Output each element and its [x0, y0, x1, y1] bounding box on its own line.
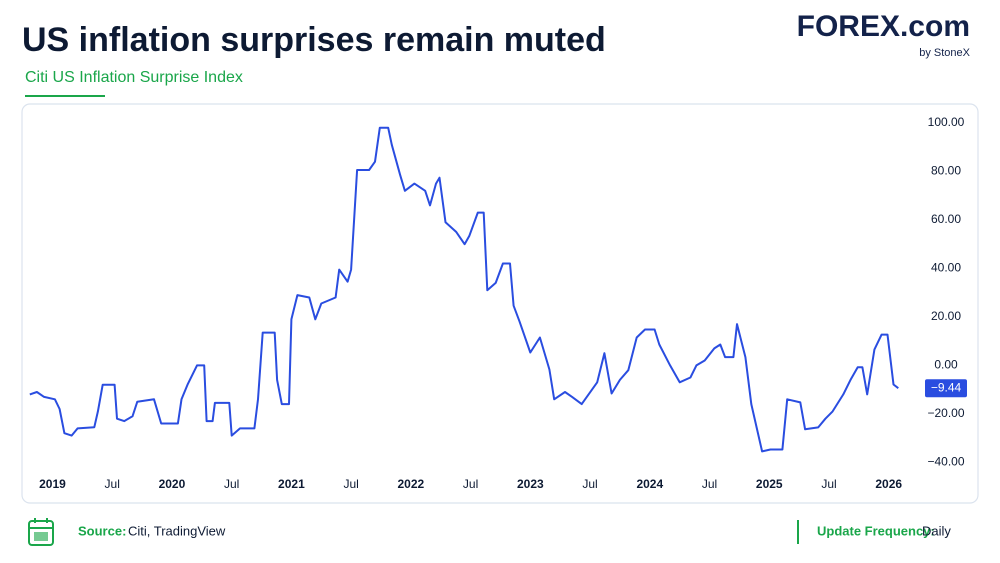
x-tick-label: 2021	[278, 477, 305, 491]
series-line	[29, 126, 899, 453]
y-tick-label: −40.00	[927, 454, 964, 468]
x-tick-label: 2024	[636, 477, 663, 491]
y-tick-label: 0.00	[934, 358, 958, 372]
subtitle: Citi US Inflation Surprise Index	[25, 69, 243, 86]
x-tick-label: Jul	[224, 477, 239, 491]
y-tick-label: 80.00	[931, 164, 961, 178]
x-tick-label: 2019	[39, 477, 66, 491]
last-value-box	[925, 379, 967, 398]
x-tick-label: 2020	[159, 477, 186, 491]
last-value-label: −9.44	[931, 380, 962, 394]
x-tick-label: Jul	[582, 477, 597, 491]
x-tick-label: 2023	[517, 477, 544, 491]
source: Citi, TradingView	[128, 523, 226, 538]
x-tick-label: Jul	[702, 477, 717, 491]
y-tick-label: −20.00	[927, 406, 964, 420]
x-tick-label: Jul	[821, 477, 836, 491]
y-tick-label: 60.00	[931, 212, 961, 226]
chart-frame	[21, 103, 979, 504]
x-tick-label: 2025	[756, 477, 783, 491]
y-tick-label: 100.00	[928, 115, 965, 129]
brand: FOREX.com	[797, 10, 970, 43]
source-label: Source:	[78, 523, 126, 538]
frequency: Daily	[922, 523, 951, 538]
title: US inflation surprises remain muted	[22, 21, 606, 59]
frequency-label: Update Frequency:	[817, 523, 935, 538]
x-tick-label: Jul	[105, 477, 120, 491]
x-tick-label: 2026	[875, 477, 902, 491]
x-tick-label: Jul	[343, 477, 358, 491]
y-tick-label: 20.00	[931, 309, 961, 323]
x-tick-label: 2022	[398, 477, 425, 491]
x-tick-label: Jul	[463, 477, 478, 491]
plot: 100.00 80.00 60.00 40.00 20.00 0.00 −20.00 −40.…	[29, 115, 967, 491]
y-tick-label: 40.00	[931, 261, 961, 275]
calendar-icon	[28, 518, 54, 546]
brand-sub: by StoneX	[919, 47, 970, 59]
